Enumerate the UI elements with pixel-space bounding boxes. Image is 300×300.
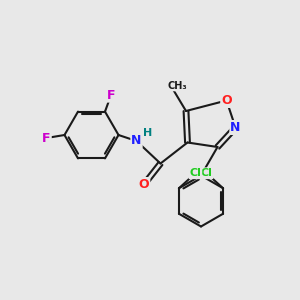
Text: F: F [42,131,51,145]
Text: O: O [221,94,232,107]
Text: Cl: Cl [190,168,201,178]
Text: F: F [107,88,115,102]
Text: O: O [139,178,149,191]
Text: Cl: Cl [201,168,212,178]
Text: N: N [230,121,241,134]
Text: H: H [143,128,152,138]
Text: N: N [131,134,142,148]
Text: CH₃: CH₃ [167,80,187,91]
